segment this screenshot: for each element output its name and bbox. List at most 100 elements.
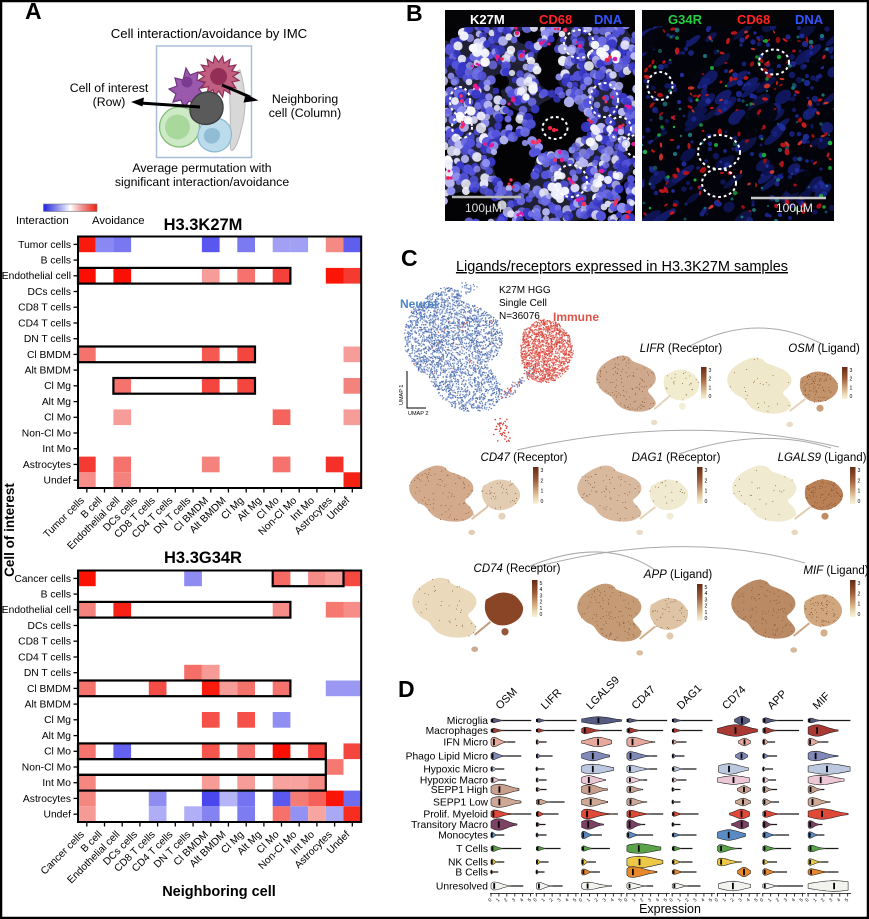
svg-text:Cl BMDM: Cl BMDM bbox=[27, 350, 71, 361]
svg-text:DNA: DNA bbox=[594, 12, 623, 27]
svg-text:DN T cells: DN T cells bbox=[24, 334, 71, 345]
svg-text:4: 4 bbox=[836, 897, 842, 903]
svg-text:SEPP1 High: SEPP1 High bbox=[431, 785, 489, 796]
svg-text:CD4 T cells: CD4 T cells bbox=[18, 652, 71, 663]
svg-text:Unresolved: Unresolved bbox=[436, 882, 488, 893]
svg-text:0: 0 bbox=[623, 897, 629, 903]
svg-text:2: 2 bbox=[503, 897, 509, 903]
svg-text:4: 4 bbox=[655, 897, 661, 903]
svg-text:CD47 (Receptor): CD47 (Receptor) bbox=[481, 452, 568, 464]
svg-text:UMAP 2: UMAP 2 bbox=[408, 411, 428, 417]
svg-text:0: 0 bbox=[714, 897, 720, 903]
svg-text:SEPP1 Low: SEPP1 Low bbox=[433, 798, 489, 809]
svg-text:4: 4 bbox=[745, 897, 751, 903]
svg-text:2: 2 bbox=[709, 377, 712, 383]
svg-text:Avoidance: Avoidance bbox=[92, 215, 145, 227]
svg-text:0: 0 bbox=[705, 616, 708, 622]
svg-text:Transitory Macro: Transitory Macro bbox=[411, 820, 488, 831]
svg-text:DCs cells: DCs cells bbox=[28, 287, 71, 298]
svg-text:4: 4 bbox=[609, 897, 615, 903]
svg-text:2: 2 bbox=[594, 897, 600, 903]
svg-text:DAG1 (Receptor): DAG1 (Receptor) bbox=[632, 452, 721, 464]
svg-text:2: 2 bbox=[705, 604, 708, 610]
svg-text:N=36076: N=36076 bbox=[499, 311, 540, 322]
svg-text:Macrophages: Macrophages bbox=[426, 726, 488, 737]
svg-text:Non-Cl Mo: Non-Cl Mo bbox=[22, 762, 71, 773]
svg-text:0: 0 bbox=[858, 612, 861, 618]
svg-text:1: 1 bbox=[767, 897, 773, 903]
svg-text:CD4 T cells: CD4 T cells bbox=[18, 318, 71, 329]
svg-text:Monocytes: Monocytes bbox=[438, 831, 488, 842]
svg-text:2: 2 bbox=[858, 591, 861, 597]
svg-text:100µM: 100µM bbox=[776, 201, 813, 215]
svg-text:K27M: K27M bbox=[470, 12, 505, 27]
svg-text:4: 4 bbox=[791, 897, 797, 903]
svg-text:Cl Mg: Cl Mg bbox=[44, 381, 71, 392]
svg-text:3: 3 bbox=[709, 368, 712, 374]
svg-text:Cancer cells: Cancer cells bbox=[14, 574, 71, 585]
svg-text:0: 0 bbox=[487, 897, 493, 903]
svg-text:Cell of interest: Cell of interest bbox=[70, 81, 149, 95]
svg-text:5: 5 bbox=[753, 897, 759, 903]
svg-text:Astrocytes: Astrocytes bbox=[23, 460, 71, 471]
svg-text:H3.3K27M: H3.3K27M bbox=[164, 216, 243, 234]
svg-text:H3.3G34R: H3.3G34R bbox=[164, 549, 242, 567]
svg-text:2: 2 bbox=[541, 478, 544, 484]
svg-text:DCs cells: DCs cells bbox=[28, 621, 71, 632]
svg-text:CD68: CD68 bbox=[539, 12, 572, 27]
svg-text:Tumor cells: Tumor cells bbox=[18, 240, 71, 251]
svg-text:Undef: Undef bbox=[44, 476, 72, 487]
svg-text:2: 2 bbox=[820, 897, 826, 903]
svg-text:1: 1 bbox=[676, 897, 682, 903]
svg-text:1: 1 bbox=[540, 606, 543, 612]
svg-text:Int Mo: Int Mo bbox=[42, 444, 71, 455]
svg-text:5: 5 bbox=[705, 585, 708, 591]
svg-text:Expression: Expression bbox=[639, 902, 701, 916]
svg-text:G34R: G34R bbox=[668, 12, 703, 27]
svg-text:1: 1 bbox=[858, 489, 861, 495]
svg-text:3: 3 bbox=[858, 468, 861, 474]
svg-text:2: 2 bbox=[548, 897, 554, 903]
svg-text:Cell interaction/avoidance by: Cell interaction/avoidance by IMC bbox=[111, 26, 308, 41]
svg-text:0: 0 bbox=[850, 394, 853, 400]
svg-text:CD74 (Receptor): CD74 (Receptor) bbox=[474, 563, 561, 575]
svg-text:2: 2 bbox=[540, 600, 543, 606]
svg-text:Endothelial cell: Endothelial cell bbox=[2, 605, 71, 616]
svg-text:OSM (Ligand): OSM (Ligand) bbox=[788, 343, 860, 355]
svg-text:3: 3 bbox=[850, 368, 853, 374]
svg-text:Alt Mg: Alt Mg bbox=[42, 397, 71, 408]
svg-text:Non-Cl Mo: Non-Cl Mo bbox=[22, 428, 71, 439]
svg-text:MIF (Ligand): MIF (Ligand) bbox=[803, 565, 868, 577]
svg-text:3: 3 bbox=[602, 897, 608, 903]
svg-text:B Cells: B Cells bbox=[455, 868, 488, 879]
svg-text:CD8 T cells: CD8 T cells bbox=[18, 637, 71, 648]
svg-text:1: 1 bbox=[722, 897, 728, 903]
svg-text:Astrocytes: Astrocytes bbox=[23, 794, 71, 805]
svg-text:LGALS9 (Ligand): LGALS9 (Ligand) bbox=[778, 452, 867, 464]
svg-text:5: 5 bbox=[572, 897, 578, 903]
svg-text:0: 0 bbox=[540, 612, 543, 618]
svg-text:1: 1 bbox=[541, 489, 544, 495]
svg-text:IFN Micro: IFN Micro bbox=[443, 738, 488, 749]
svg-text:Hypoxic Macro: Hypoxic Macro bbox=[420, 776, 488, 787]
svg-text:(Row): (Row) bbox=[93, 95, 126, 109]
svg-text:Ligands/receptors expressed in: Ligands/receptors expressed in H3.3K27M … bbox=[456, 259, 788, 275]
svg-text:5: 5 bbox=[799, 897, 805, 903]
svg-text:cell (Column): cell (Column) bbox=[269, 106, 341, 120]
svg-text:Int Mo: Int Mo bbox=[42, 778, 71, 789]
svg-text:Neighboring: Neighboring bbox=[272, 92, 338, 106]
svg-text:1: 1 bbox=[540, 897, 546, 903]
svg-text:Microglia: Microglia bbox=[447, 716, 488, 727]
svg-text:3: 3 bbox=[828, 897, 834, 903]
svg-text:0: 0 bbox=[858, 499, 861, 505]
svg-text:Immune: Immune bbox=[553, 310, 599, 324]
svg-text:3: 3 bbox=[540, 593, 543, 599]
svg-text:Alt BMDM: Alt BMDM bbox=[25, 366, 71, 377]
svg-text:significant interaction/avoida: significant interaction/avoidance bbox=[115, 175, 289, 189]
svg-text:3: 3 bbox=[556, 897, 562, 903]
svg-text:5: 5 bbox=[540, 581, 543, 587]
svg-text:1: 1 bbox=[709, 385, 712, 391]
svg-text:3: 3 bbox=[783, 897, 789, 903]
svg-text:CD8 T cells: CD8 T cells bbox=[18, 303, 71, 314]
svg-text:Cl Mg: Cl Mg bbox=[44, 715, 71, 726]
